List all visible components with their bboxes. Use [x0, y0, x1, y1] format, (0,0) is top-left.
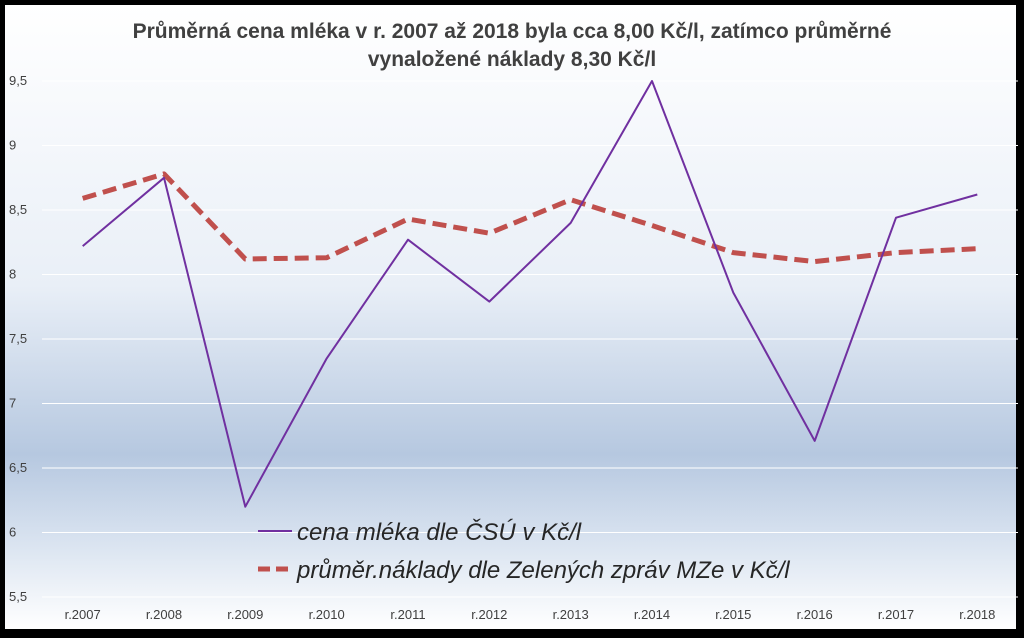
y-tick-label: 9 — [9, 138, 16, 153]
x-tick-label: r.2009 — [227, 607, 263, 622]
x-tick-label: r.2010 — [309, 607, 345, 622]
chart-title: Průměrná cena mléka v r. 2007 až 2018 by… — [133, 20, 892, 71]
chart-background — [5, 5, 1016, 629]
y-tick-label: 5,5 — [9, 589, 27, 604]
series-lines — [81, 80, 978, 508]
y-tick-label: 6,5 — [9, 460, 27, 475]
gridlines — [42, 80, 1018, 598]
x-tick-label: r.2013 — [553, 607, 589, 622]
x-tick-label: r.2015 — [715, 607, 751, 622]
x-tick-label: r.2011 — [390, 607, 425, 622]
x-axis: r.2007 r.2008 r.2009 r.2010 r.2011 r.2012 r.20… — [65, 607, 996, 622]
y-tick-label: 8,5 — [9, 202, 27, 217]
x-tick-label: r.2018 — [959, 607, 995, 622]
x-tick-label: r.2008 — [146, 607, 182, 622]
legend: cena mléka dle ČSÚ v Kč/l průměr.náklady… — [258, 518, 790, 584]
chart-title-line-2: vynaložené náklady 8,30 Kč/l — [368, 48, 656, 71]
x-tick-label: r.2007 — [65, 607, 101, 622]
x-tick-label: r.2012 — [471, 607, 507, 622]
series-line-2 — [81, 171, 978, 265]
y-tick-label: 9,5 — [9, 73, 27, 88]
legend-label-series-1: cena mléka dle ČSÚ v Kč/l — [297, 518, 582, 546]
x-tick-label: r.2014 — [634, 607, 670, 622]
y-tick-label: 8 — [9, 267, 16, 282]
y-tick-label: 6 — [9, 525, 16, 540]
x-tick-label: r.2017 — [878, 607, 914, 622]
series-line-1 — [82, 80, 978, 508]
chart-title-line-1: Průměrná cena mléka v r. 2007 až 2018 by… — [133, 20, 892, 43]
y-tick-label: 7,5 — [9, 331, 27, 346]
y-axis: 5,5 6 6,5 7 7,5 8 8,5 9 9,5 — [9, 73, 27, 604]
legend-label-series-2: průměr.náklady dle Zelených zpráv MZe v … — [296, 557, 790, 584]
y-tick-label: 7 — [9, 396, 16, 411]
x-tick-label: r.2016 — [797, 607, 833, 622]
